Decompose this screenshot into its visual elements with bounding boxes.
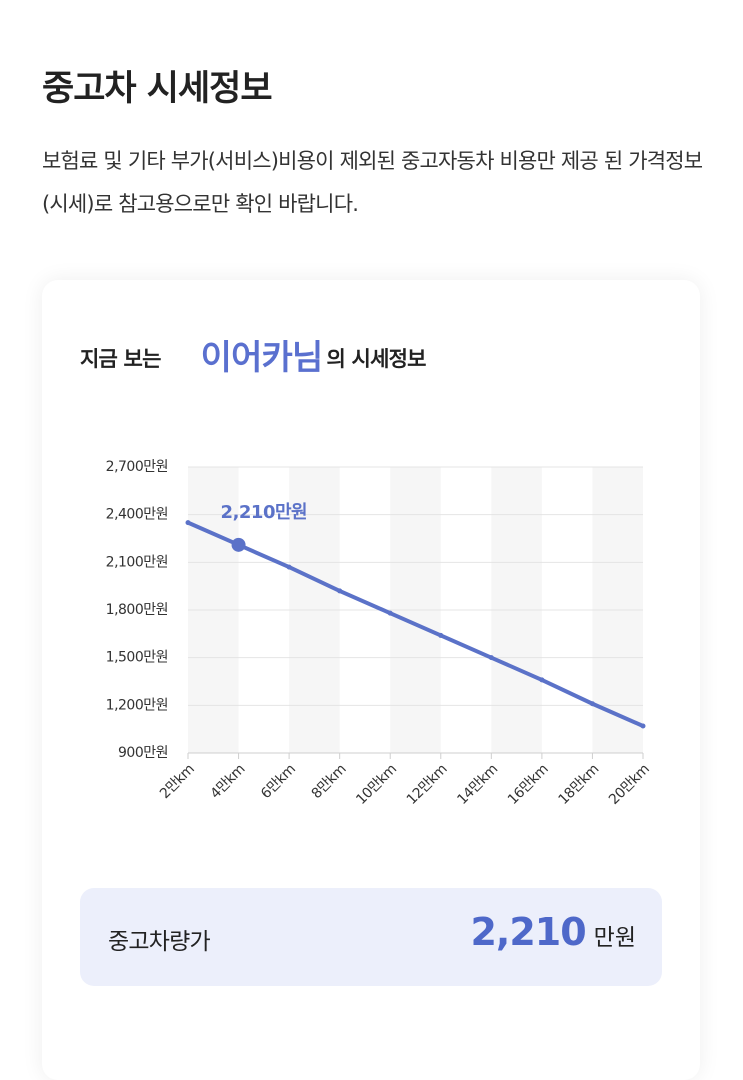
x-tick-label: 2만km [157, 761, 198, 802]
x-tick-label: 12만km [404, 761, 451, 808]
summary-value: 2,210 [470, 910, 586, 954]
summary-box: 중고차량가 2,210 만원 [80, 888, 662, 986]
price-card: 지금 보는 이어카님 의 시세정보 중고차량가 2,210 만원 [42, 280, 700, 1080]
x-tick-label: 14만km [454, 761, 501, 808]
x-tick-label: 6만km [258, 761, 299, 802]
x-tick-label: 18만km [555, 761, 602, 808]
point [337, 588, 343, 594]
y-tick-label: 1,200만원 [106, 697, 168, 713]
summary-price: 2,210 만원 [470, 910, 636, 954]
y-tick-label: 2,400만원 [106, 507, 168, 523]
data-label: 2,210만원 [221, 502, 308, 523]
y-tick-label: 1,500만원 [106, 650, 168, 666]
point [539, 677, 545, 683]
car-name: 이어카님 [200, 338, 324, 378]
description: 보험료 및 기타 부가(서비스)비용이 제외된 중고자동차 비용만 제공 된 가… [42, 149, 703, 216]
heading-prefix: 지금 보는 [80, 347, 161, 371]
x-tick-label: 10만km [353, 761, 400, 808]
page-title: 중고차 시세정보 [42, 69, 273, 109]
x-tick-label: 8만km [309, 761, 350, 802]
highlight-point [231, 537, 246, 552]
heading-suffix: 의 시세정보 [326, 347, 427, 371]
y-tick-label: 2,700만원 [106, 459, 168, 475]
y-tick-label: 900만원 [118, 745, 168, 761]
card-heading: 지금 보는 이어카님 의 시세정보 [80, 330, 426, 379]
x-tick-label: 20만km [606, 761, 653, 808]
x-tick-label: 16만km [505, 761, 552, 808]
point [185, 520, 191, 526]
point [387, 610, 393, 616]
y-tick-label: 2,100만원 [106, 554, 168, 570]
price-line [186, 520, 645, 728]
point [589, 701, 595, 707]
point [286, 564, 292, 570]
point [438, 632, 444, 638]
summary-label: 중고차량가 [108, 929, 211, 955]
page: 중고차 시세정보 보험료 및 기타 부가(서비스)비용이 제외된 중고자동차 비… [42, 69, 704, 986]
summary-unit: 만원 [593, 925, 636, 951]
chart: 900만원 1,200만원 1,500만원 1,800만원 2,100만원 2,400만원… [106, 459, 653, 808]
point [640, 723, 646, 729]
point [488, 655, 494, 661]
x-tick-label: 4만km [208, 761, 249, 802]
y-tick-label: 1,800만원 [106, 602, 168, 618]
